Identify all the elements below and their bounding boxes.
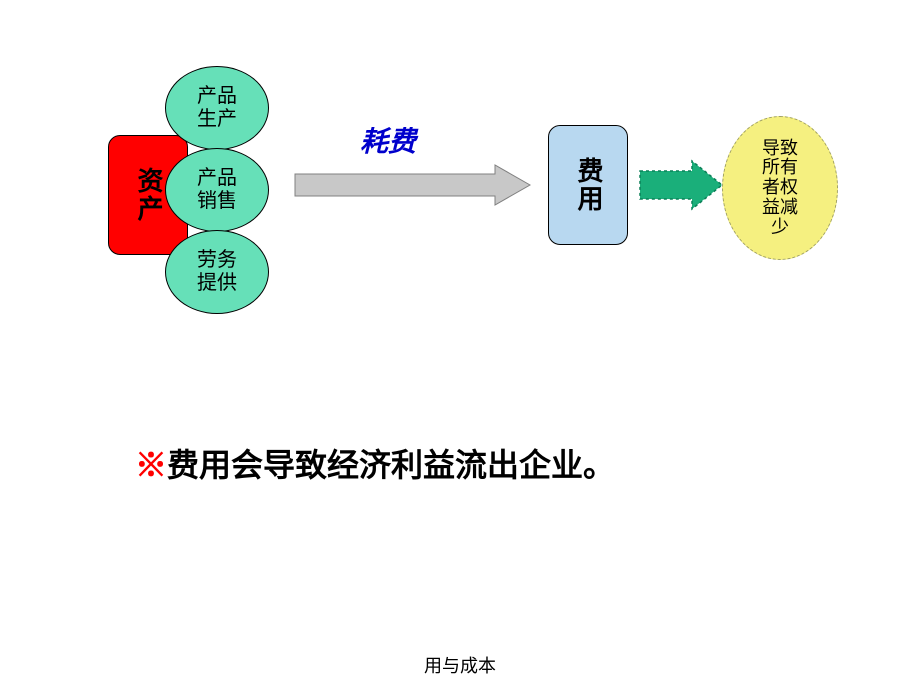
footer: 用与成本 [0, 652, 920, 678]
consume-label-text: 耗费 [360, 127, 416, 158]
arrow-result [640, 159, 725, 211]
footer-text: 用与成本 [424, 656, 496, 676]
fee-box: 费用 [548, 125, 628, 245]
asset-box-label: 资产 [135, 167, 161, 223]
arrow-consume [295, 163, 535, 207]
ellipse-production: 产品 生产 [165, 66, 269, 150]
main-statement-text: 费用会导致经济利益流出企业。 [167, 447, 615, 483]
result-ellipse-label: 导致所有者权益减少 [760, 139, 800, 238]
ellipse-service-label: 劳务 提供 [197, 249, 237, 295]
ellipse-sales: 产品 销售 [165, 148, 269, 232]
result-ellipse: 导致所有者权益减少 [722, 116, 838, 260]
slide: 资产 产品 生产 产品 销售 劳务 提供 耗费 费用 导致所有者权益减少 ※费用… [0, 0, 920, 690]
ellipse-sales-label: 产品 销售 [197, 167, 237, 213]
main-statement: ※费用会导致经济利益流出企业。 [135, 440, 615, 486]
consume-label: 耗费 [360, 120, 416, 160]
fee-box-label: 费用 [575, 157, 601, 213]
ellipse-service: 劳务 提供 [165, 230, 269, 314]
bullet-icon: ※ [135, 447, 167, 483]
ellipse-production-label: 产品 生产 [197, 85, 237, 131]
